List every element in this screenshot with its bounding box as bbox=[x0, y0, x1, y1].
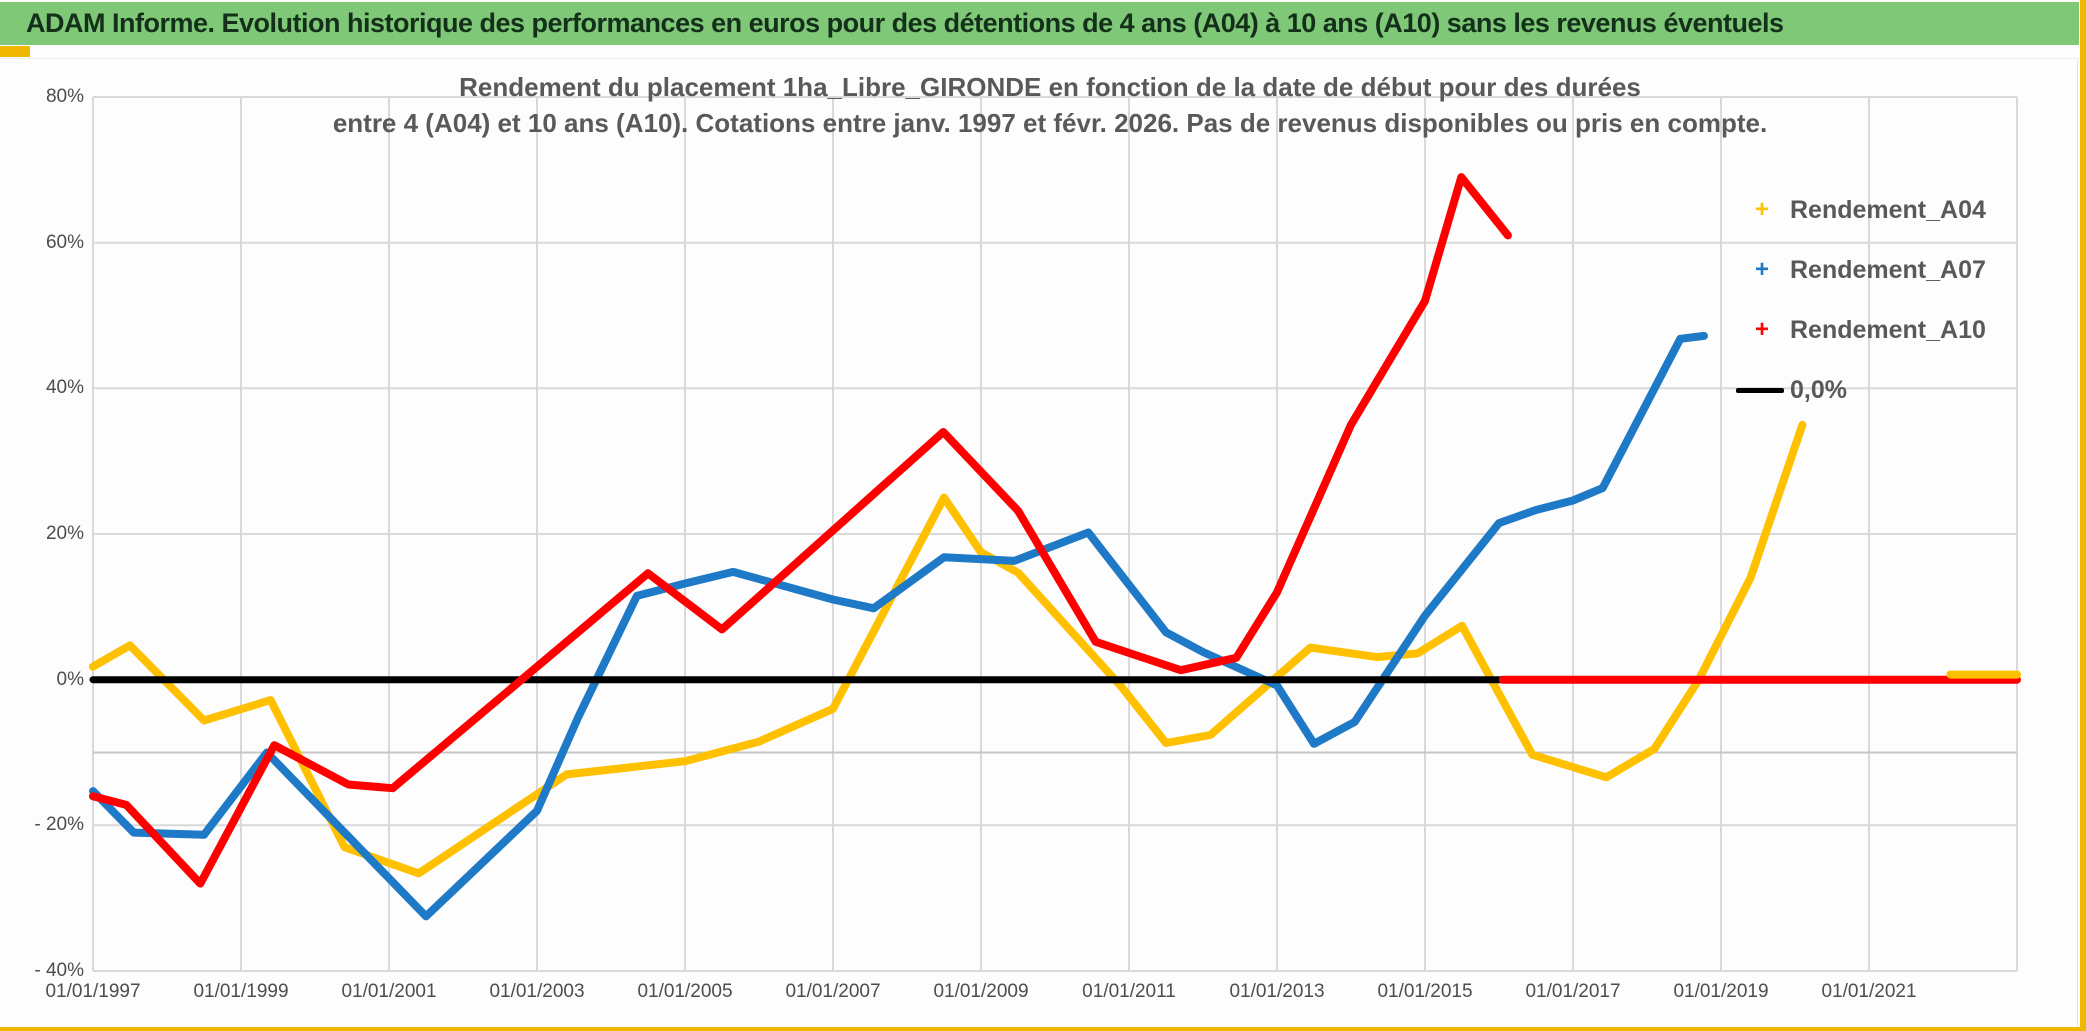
x-tick-label: 01/01/2005 bbox=[637, 981, 733, 1002]
y-tick-label: 20% bbox=[45, 523, 84, 544]
legend-label: Rendement_A04 bbox=[1790, 195, 1986, 224]
header-divider bbox=[0, 58, 2079, 59]
gold-border-bottom bbox=[0, 1027, 2086, 1031]
chart-legend: + Rendement_A04 + Rendement_A07 + Rendement_A… bbox=[1736, 195, 1986, 404]
report-header-title: ADAM Informe. Evolution historique des p… bbox=[26, 8, 1784, 38]
x-tick-label: 01/01/1997 bbox=[45, 981, 141, 1002]
report-header-bar: ADAM Informe. Evolution historique des p… bbox=[0, 2, 2079, 45]
chart-frame-edge bbox=[2077, 60, 2078, 1026]
legend-item: + Rendement_A04 bbox=[1742, 195, 1986, 224]
series-Rendement-A07 bbox=[89, 331, 1708, 921]
legend-label: Rendement_A10 bbox=[1790, 315, 1986, 344]
series-Rendement-A10 bbox=[89, 173, 1512, 888]
x-tick-label: 01/01/2007 bbox=[785, 981, 881, 1002]
series-Rendement-A04 bbox=[89, 420, 1807, 878]
legend-plus-marker-icon: + bbox=[1754, 196, 1769, 223]
legend-plus-marker-icon: + bbox=[1754, 256, 1769, 283]
legend-label: Rendement_A07 bbox=[1790, 255, 1986, 284]
legend-plus-marker-icon: + bbox=[1754, 316, 1769, 343]
chart-title-line1: Rendement du placement 1ha_Libre_GIRONDE… bbox=[459, 72, 1641, 102]
x-tick-label: 01/01/2009 bbox=[933, 981, 1029, 1002]
y-tick-label: - 40% bbox=[34, 960, 84, 981]
chart-title-line2: entre 4 (A04) et 10 ans (A10). Cotations… bbox=[332, 108, 1768, 138]
gold-border-right bbox=[2080, 0, 2086, 1031]
x-tick-label: 01/01/2021 bbox=[1821, 981, 1917, 1002]
y-tick-label: 0% bbox=[56, 668, 84, 690]
x-tick-label: 01/01/1999 bbox=[193, 981, 289, 1002]
y-tick-label: 80% bbox=[45, 86, 84, 107]
legend-line-marker-icon bbox=[1736, 387, 1784, 393]
y-tick-label: - 20% bbox=[34, 814, 84, 836]
x-tick-label: 01/01/2019 bbox=[1673, 981, 1769, 1002]
x-tick-label: 01/01/2011 bbox=[1082, 981, 1176, 1002]
x-tick-label: 01/01/2001 bbox=[341, 981, 437, 1002]
legend-item: + Rendement_A07 bbox=[1742, 255, 1986, 284]
legend-item: + Rendement_A10 bbox=[1742, 315, 1986, 344]
legend-item: 0,0% bbox=[1736, 375, 1986, 404]
x-tick-label: 01/01/2015 bbox=[1377, 981, 1473, 1002]
gold-border-notch bbox=[0, 46, 30, 57]
x-tick-label: 01/01/2017 bbox=[1525, 981, 1621, 1002]
y-tick-label: 60% bbox=[45, 231, 84, 253]
x-tick-label: 01/01/2003 bbox=[489, 981, 585, 1002]
legend-label: 0,0% bbox=[1790, 375, 1847, 404]
x-tick-label: 01/01/2013 bbox=[1229, 981, 1325, 1002]
y-tick-label: 40% bbox=[45, 377, 84, 399]
